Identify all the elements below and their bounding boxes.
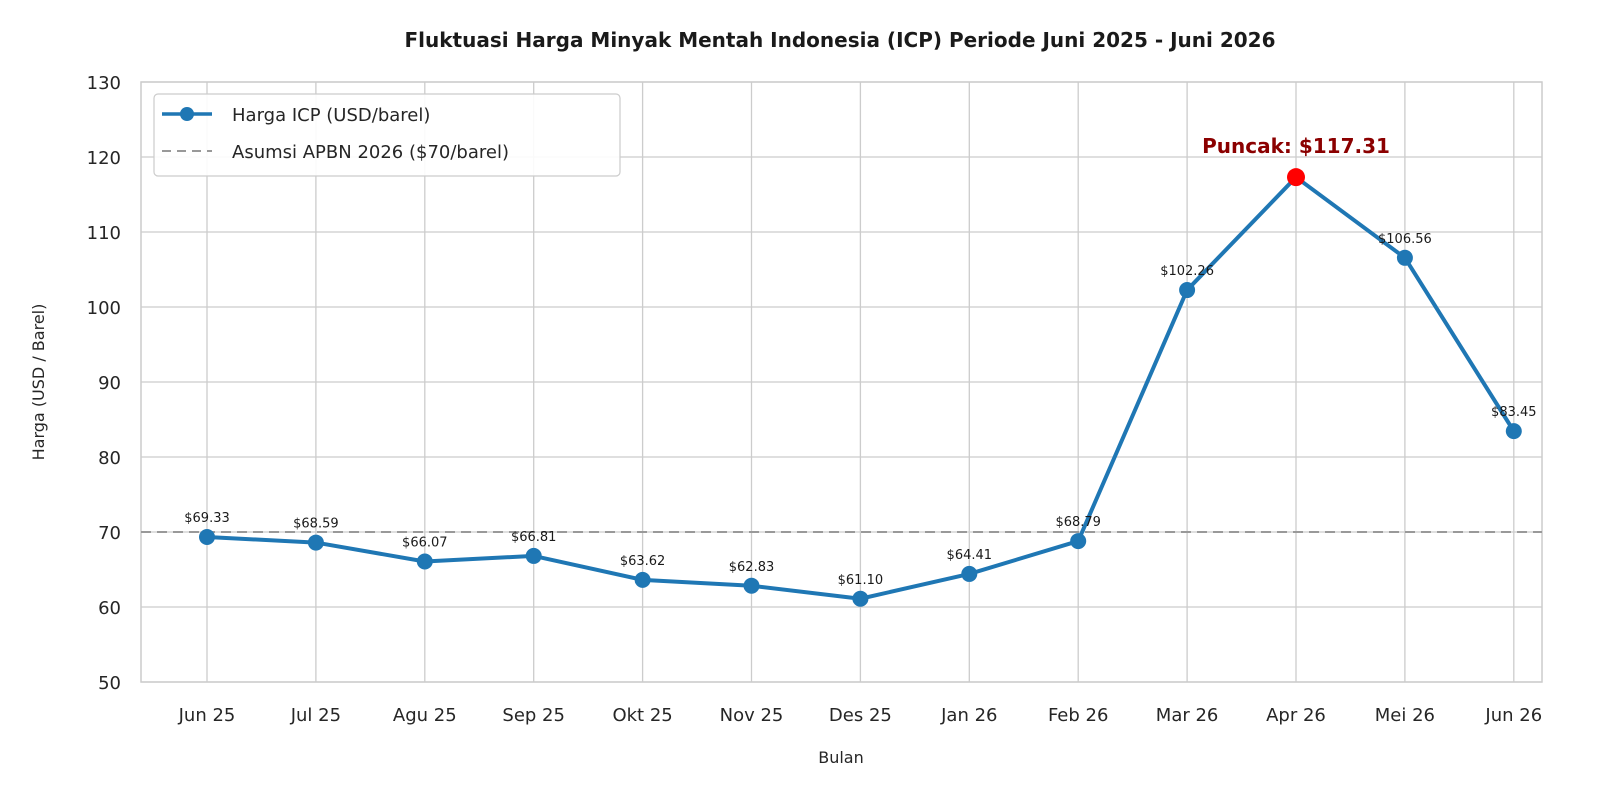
x-tick-label: Des 25 — [829, 705, 892, 726]
y-tick-label: 110 — [87, 223, 121, 244]
x-tick-label: Jun 26 — [1484, 705, 1542, 726]
y-tick-label: 120 — [87, 148, 121, 169]
y-tick-label: 50 — [98, 673, 121, 694]
data-label: $64.41 — [947, 548, 993, 563]
data-point — [1070, 533, 1087, 550]
plot-area-frame — [140, 81, 1543, 683]
y-tick-label: 60 — [98, 598, 121, 619]
data-label: $66.81 — [511, 530, 557, 545]
data-label: $69.33 — [184, 511, 230, 526]
data-point — [1505, 423, 1522, 440]
legend: Harga ICP (USD/barel) Asumsi APBN 2026 (… — [153, 93, 621, 177]
x-axis-label: Bulan — [818, 748, 864, 767]
peak-annotation: Puncak: $117.31 — [1202, 134, 1390, 158]
y-tick-label: 100 — [87, 298, 121, 319]
peak-point — [1287, 168, 1305, 187]
y-tick-label: 130 — [87, 73, 121, 94]
chart-title: Fluktuasi Harga Minyak Mentah Indonesia … — [404, 28, 1275, 52]
data-label: $62.83 — [729, 560, 775, 575]
data-label: $83.45 — [1491, 405, 1537, 420]
series-harga-icp — [199, 168, 1522, 607]
x-tick-label: Jun 25 — [178, 705, 236, 726]
data-point — [307, 534, 324, 551]
data-label: $61.10 — [838, 573, 884, 588]
x-tick-label: Mei 26 — [1375, 705, 1435, 726]
x-tick-label: Okt 25 — [612, 705, 672, 726]
x-tick-label: Agu 25 — [393, 705, 457, 726]
data-label: $68.59 — [293, 517, 339, 532]
data-point — [634, 571, 651, 588]
x-tick-label: Nov 25 — [720, 705, 784, 726]
data-point — [852, 590, 869, 607]
x-tick-label: Jan 26 — [940, 705, 997, 726]
data-point — [743, 577, 760, 594]
data-point — [416, 553, 433, 570]
data-point — [199, 529, 215, 546]
data-label: $66.07 — [402, 535, 448, 550]
data-point — [525, 547, 542, 564]
data-labels: $69.33 $68.59 $66.07 $66.81 $63.62 $62.83 $61.… — [184, 232, 1536, 588]
x-tick-label: Feb 26 — [1048, 705, 1109, 726]
data-label: $106.56 — [1378, 232, 1432, 247]
x-tick-label: Jul 25 — [290, 705, 341, 726]
x-axis-ticks: Jun 25 Jul 25 Agu 25 Sep 25 Okt 25 Nov 25 Des … — [178, 705, 1543, 726]
data-label: $68.79 — [1055, 515, 1101, 530]
legend-icp-label: Harga ICP (USD/barel) — [232, 105, 430, 126]
y-tick-label: 70 — [98, 523, 121, 544]
y-tick-label: 90 — [98, 373, 121, 394]
legend-box — [153, 93, 621, 177]
data-point — [1179, 282, 1196, 299]
data-label: $63.62 — [620, 554, 666, 569]
y-tick-label: 80 — [98, 448, 121, 469]
x-tick-label: Apr 26 — [1266, 705, 1326, 726]
x-tick-label: Mar 26 — [1156, 705, 1219, 726]
y-axis-label: Harga (USD / Barel) — [29, 304, 48, 461]
legend-icp-marker-swatch — [180, 107, 194, 121]
data-label: $102.26 — [1160, 264, 1214, 279]
data-point — [1396, 249, 1413, 266]
data-point — [961, 565, 978, 582]
x-tick-label: Sep 25 — [502, 705, 565, 726]
legend-apbn-label: Asumsi APBN 2026 ($70/barel) — [232, 142, 509, 163]
y-axis-ticks: 50 60 70 80 90 100 110 120 130 — [87, 73, 121, 694]
